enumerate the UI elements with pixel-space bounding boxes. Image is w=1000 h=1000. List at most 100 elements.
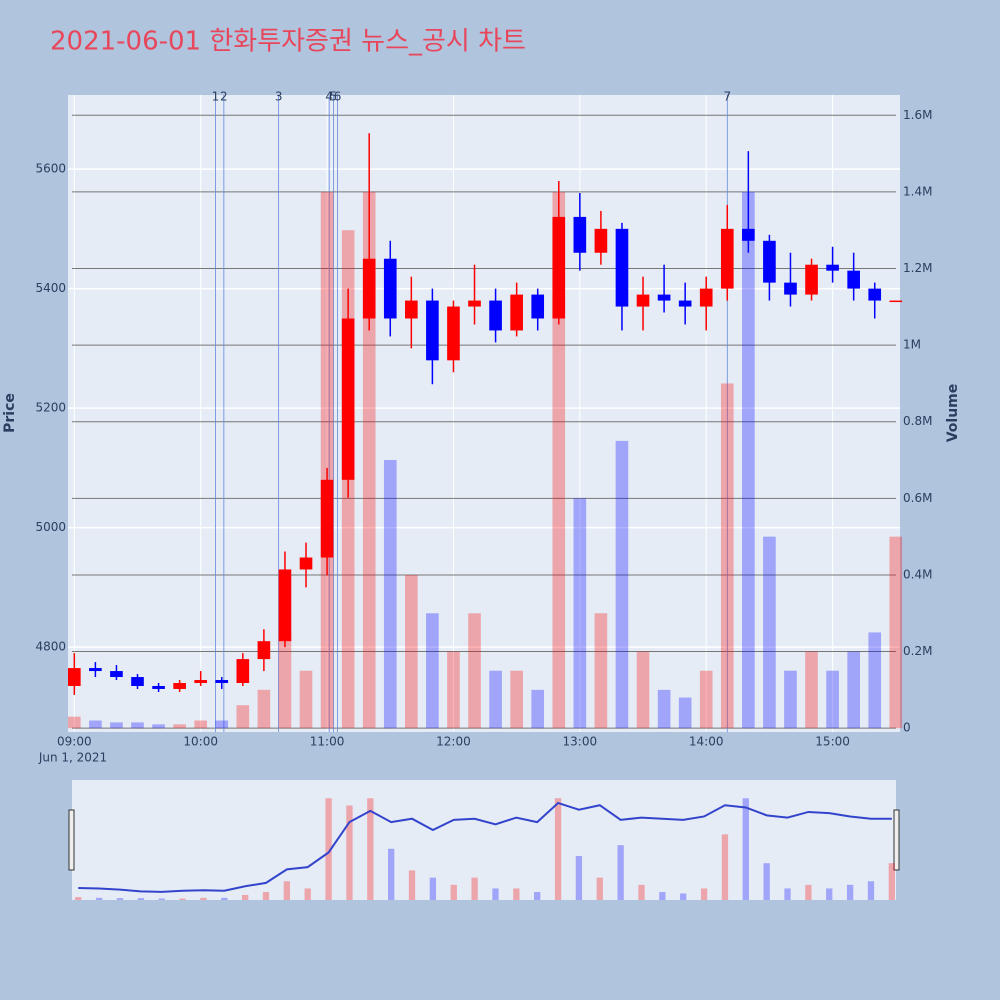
candle-body [615, 228, 629, 307]
candle-body [573, 216, 587, 253]
volume-bar [468, 613, 481, 729]
candle-body [510, 294, 523, 331]
news-label: 1 [212, 90, 220, 104]
volume-bar [552, 191, 566, 729]
y-tick-label: 5000 [35, 520, 66, 534]
slider-volume-bar [158, 898, 165, 900]
volume-bar [742, 191, 755, 729]
volume-bar [89, 720, 102, 729]
candle-body [405, 300, 418, 319]
candle-body [320, 479, 334, 558]
volume-bar [573, 498, 587, 729]
slider-volume-bar [867, 881, 875, 900]
news-label: 3 [275, 90, 283, 104]
volume-bar [889, 536, 903, 729]
candle-body [636, 294, 650, 307]
slider-volume-bar [534, 892, 541, 900]
slider-volume-bar [638, 884, 645, 900]
news-label: 2 [220, 90, 228, 104]
slider-volume-bar [575, 855, 583, 900]
slider-volume-bar [596, 877, 603, 900]
slider-volume-bar [721, 834, 729, 900]
y-axis-title: Price [2, 393, 18, 433]
plot-area [68, 95, 900, 732]
x-tick-label: 09:00 [57, 735, 92, 749]
y2-tick-label: 1.6M [903, 108, 932, 122]
news-label: 6 [334, 90, 342, 104]
volume-bar [847, 651, 860, 729]
slider-volume-bar [554, 798, 562, 900]
volume-bar [236, 705, 250, 729]
volume-bar [868, 632, 882, 729]
candle-body [236, 659, 250, 683]
slider-volume-bar [241, 894, 249, 900]
x-date-label: Jun 1, 2021 [38, 751, 107, 765]
y-tick-label: 5200 [35, 401, 66, 415]
range-handle-left[interactable] [68, 809, 75, 871]
x-tick-label: 12:00 [436, 735, 471, 749]
slider-volume-bar [784, 888, 791, 900]
y-tick-label: 4800 [35, 640, 66, 654]
x-tick-label: 15:00 [815, 735, 850, 749]
y2-tick-label: 1.4M [903, 184, 932, 198]
slider-volume-bar [492, 888, 499, 900]
volume-bar [426, 613, 439, 729]
slider-volume-bar [283, 881, 291, 900]
volume-bar [826, 670, 839, 729]
x-tick-label: 11:00 [310, 735, 345, 749]
candle-body [299, 557, 313, 570]
chart-title: 2021-06-01 한화투자증권 뉴스_공시 차트 [50, 27, 526, 57]
candle-body [552, 216, 566, 319]
candle-body [468, 300, 481, 307]
slider-volume-bar [826, 888, 833, 900]
slider-volume-bar [700, 888, 708, 900]
slider-volume-bar [75, 897, 82, 900]
volume-bar [636, 651, 650, 729]
volume-bar [805, 651, 818, 729]
range-handle-right[interactable] [893, 809, 900, 871]
volume-bar [173, 724, 186, 729]
volume-bar [720, 383, 734, 729]
slider-volume-bar [450, 884, 457, 900]
volume-bar [257, 689, 271, 729]
candle-body [489, 300, 502, 331]
candle-body [68, 668, 81, 686]
candle-body [889, 300, 903, 303]
volume-bar [68, 716, 81, 729]
volume-bar [152, 724, 165, 729]
volume-bar [510, 670, 523, 729]
volume-bar [489, 670, 502, 729]
slider-volume-bar [179, 898, 186, 900]
slider-volume-bar [408, 870, 416, 900]
news-label: 4 [325, 90, 333, 104]
slider-volume-bar [262, 892, 270, 900]
volume-bar [678, 697, 692, 729]
slider-volume-bar [742, 798, 749, 900]
candle-body [763, 240, 776, 283]
news-label: 5 [330, 90, 338, 104]
volume-bar [299, 670, 313, 729]
y2-tick-label: 1.2M [903, 261, 932, 275]
y-tick-label: 5600 [35, 162, 66, 176]
y2-tick-label: 1M [903, 338, 921, 352]
candle-body [152, 685, 165, 689]
volume-bar [531, 689, 545, 729]
slider-volume-bar [659, 892, 666, 900]
y2-tick-label: 0.4M [903, 567, 932, 581]
candle-body [173, 683, 186, 689]
volume-bar [320, 191, 334, 729]
slider-volume-bar [200, 897, 207, 900]
x-tick-label: 14:00 [689, 735, 724, 749]
candle-body [341, 318, 355, 480]
candle-body [110, 671, 123, 678]
slider-volume-bar [304, 888, 311, 900]
y-tick-label: 5400 [35, 281, 66, 295]
volume-bar [278, 632, 292, 729]
candle-body [868, 288, 882, 301]
range-slider[interactable] [72, 780, 896, 900]
news-label: 7 [723, 90, 731, 104]
candle-body [194, 680, 208, 683]
candle-body [257, 641, 271, 660]
volume-bar [194, 720, 208, 729]
